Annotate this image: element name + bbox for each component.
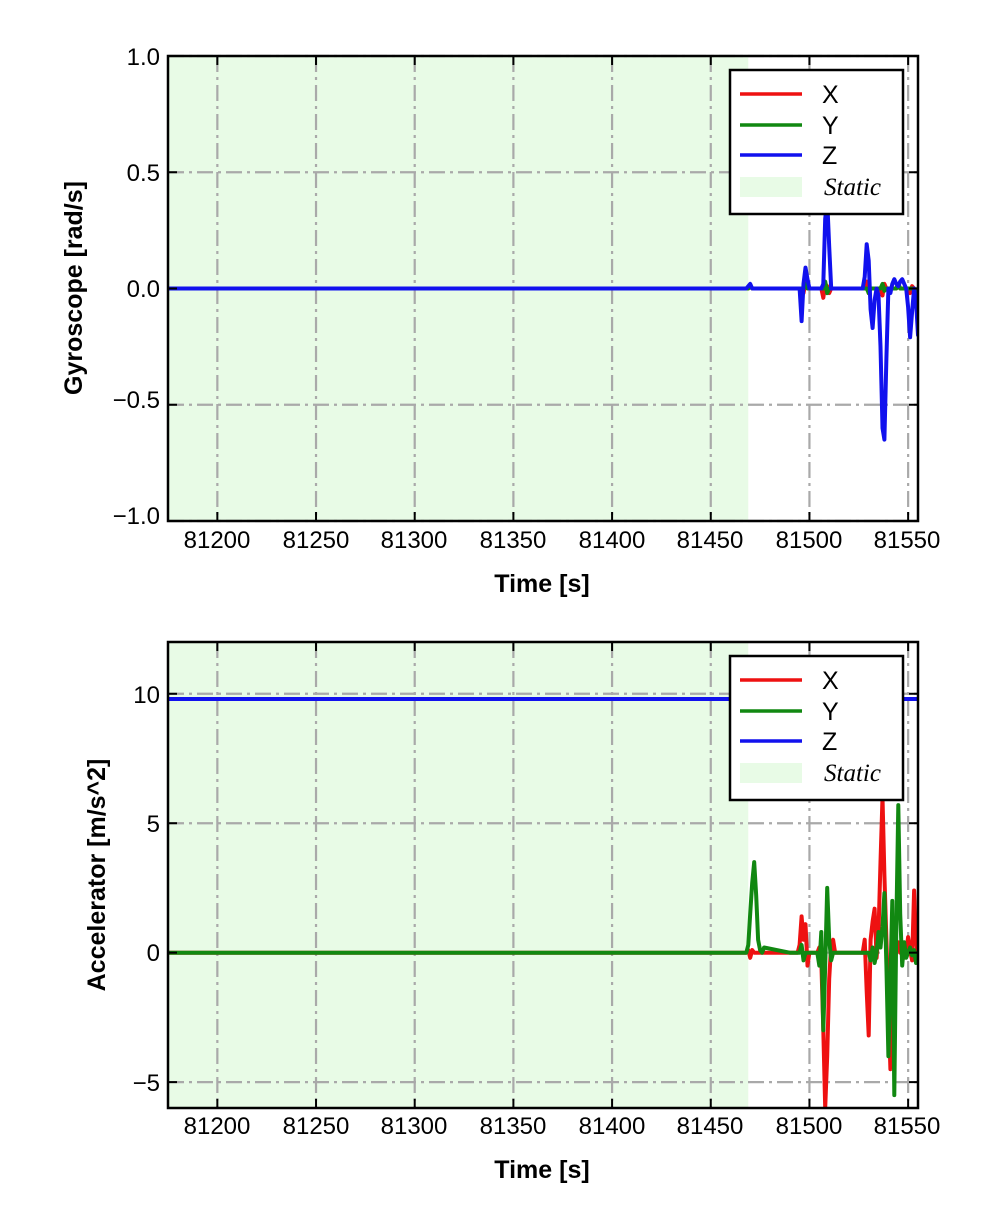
x-axis-title: Time [s] (494, 570, 589, 598)
x-tick-label: 81450 (677, 527, 744, 554)
y-tick-label: 0 (147, 940, 160, 967)
x-tick-label: 81300 (381, 527, 448, 554)
x-tick-label: 81550 (874, 527, 941, 554)
x-tick-label: 81500 (776, 1113, 843, 1140)
legend-label-static: Static (824, 174, 881, 201)
x-tick-label: 81400 (579, 1113, 646, 1140)
legend-label-z: Z (822, 142, 837, 170)
x-axis-title: Time [s] (494, 1156, 589, 1184)
y-axis-title: Gyroscope [rad/s] (60, 181, 88, 395)
x-tick-label: 81250 (283, 527, 350, 554)
y-tick-label: −1.0 (113, 503, 160, 530)
legend-swatch-static (740, 763, 802, 783)
legend: X Y Z Static (728, 68, 905, 216)
x-tick-label: 81200 (184, 1113, 251, 1140)
x-tick-label: 81500 (776, 527, 843, 554)
y-tick-label: 5 (147, 811, 160, 838)
y-tick-label: 10 (133, 682, 160, 709)
plot-frame (166, 640, 920, 1110)
y-tick-label: 1.0 (127, 44, 160, 71)
x-tick-label: 81450 (677, 1113, 744, 1140)
legend: X Y Z Static (728, 654, 905, 802)
x-tick-label: 81250 (283, 1113, 350, 1140)
accelerator-panel: −5 0 5 10 81200 81250 81300 81350 81400 … (83, 640, 941, 1184)
ticks (168, 642, 918, 1108)
legend-swatch-static (740, 177, 802, 197)
legend-label-x: X (822, 667, 839, 695)
ticks (168, 55, 918, 522)
legend-label-static: Static (824, 760, 881, 787)
x-tick-label: 81350 (480, 527, 547, 554)
static-region (168, 642, 749, 1108)
series-lines (168, 198, 918, 442)
y-tick-label: 0.5 (127, 160, 160, 187)
series-line-y (168, 803, 918, 1098)
x-tick-label: 81400 (579, 527, 646, 554)
y-tick-label: −5 (133, 1070, 160, 1097)
x-tick-label: 81200 (184, 527, 251, 554)
y-tick-label: −0.5 (113, 387, 160, 414)
x-tick-label: 81350 (480, 1113, 547, 1140)
legend-label-y: Y (822, 698, 839, 726)
y-axis-title: Accelerator [m/s^2] (83, 759, 111, 992)
y-tick-label: 0.0 (127, 276, 160, 303)
gyroscope-panel: −1.0 −0.5 0.0 0.5 1.0 81200 81250 81300 … (60, 44, 940, 598)
legend-label-x: X (822, 81, 839, 109)
legend-label-z: Z (822, 728, 837, 756)
x-tick-label: 81550 (874, 1113, 941, 1140)
series-line-z (168, 198, 918, 442)
legend-label-y: Y (822, 112, 839, 140)
x-tick-label: 81300 (381, 1113, 448, 1140)
